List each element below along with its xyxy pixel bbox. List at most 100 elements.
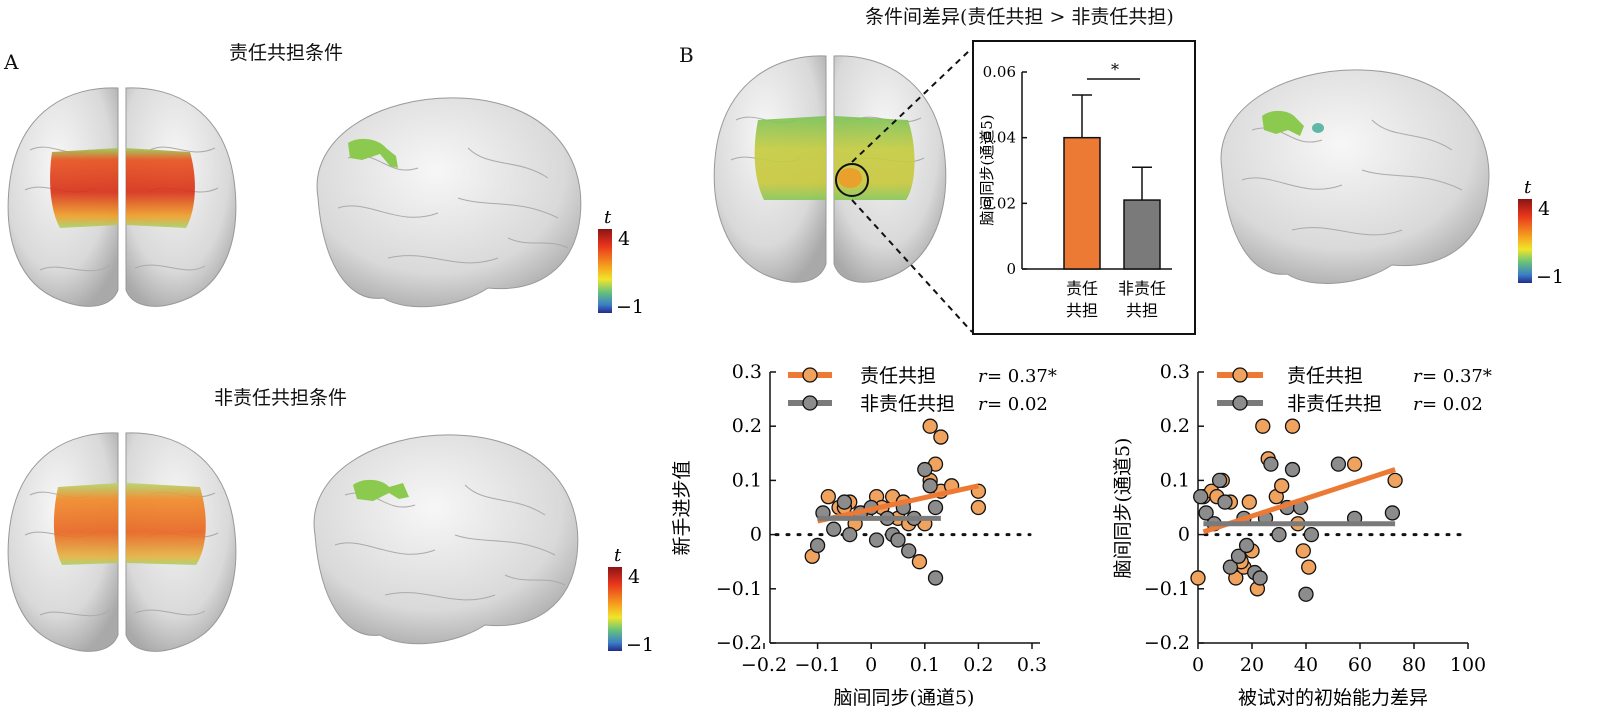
colorbar-bottom-max: 4 [628,566,640,588]
scatter-right-r1: = 0.37* [1422,366,1492,387]
inset-ytick: 0 [1006,260,1016,278]
scatter-point [922,478,938,494]
scatter-xtick: 0.3 [1017,654,1047,676]
scatter-right-legend1: 责任共担 [1287,365,1363,387]
scatter-point [1190,570,1206,586]
brain-lateral-view-bottom [313,434,579,645]
scatter-ytick: 0.2 [1160,415,1190,437]
brain-frontal-view-top [7,87,237,307]
scatter-ytick: −0.1 [1144,578,1190,600]
colorbar-b-symbol: t [1524,177,1532,198]
colorbar-b-min: −1 [1536,266,1564,288]
fit-line [817,483,979,524]
colorbar-panel-b: t 4 −1 [1518,177,1564,288]
scatter-xtick: 0 [1192,654,1204,676]
scatter-right-ylabel: 脑间同步(通道5) [1112,438,1134,579]
scatter-point [1211,472,1228,489]
panel-a-label: A [4,50,19,74]
inset-ytick: 0.02 [983,194,1016,212]
inset-sig: * [1111,60,1119,79]
scatter-point [927,570,944,586]
scatter-xtick: 60 [1348,654,1372,676]
panel-b-label: B [679,43,694,67]
scatter-left-xlabel: 脑间同步(通道5) [834,687,975,709]
inset-bar [1063,136,1101,270]
scatter-left-r1: = 0.37* [987,366,1057,387]
scatter-point [1222,559,1239,575]
scatter-point [1255,418,1271,434]
scatter-point [890,532,906,548]
colorbar-bottom-symbol: t [614,545,622,566]
scatter-ytick: 0 [1178,524,1190,546]
scatter-point [1284,418,1301,434]
scatter-xtick: 0 [865,654,877,676]
scatter-left-legend1: 责任共担 [860,365,936,387]
scatter-point [1346,456,1363,472]
inset-bar [1123,199,1161,270]
scatter-xtick: 40 [1294,654,1318,676]
scatter-ytick: 0.3 [732,361,762,383]
scatter-point [1330,456,1347,472]
scatter-point [1298,586,1314,602]
colorbar-top-max: 4 [618,228,630,250]
colorbar-bottom: t 4 −1 [608,545,654,656]
brain-frontal-view-contrast [713,55,947,283]
scatter-ytick: −0.1 [716,578,762,600]
scatter-point [1263,456,1279,472]
scatter-point [1238,537,1255,554]
scatter-point [917,461,933,478]
scatter-right-r1-sym: r [1413,366,1423,387]
scatter-right-xlabel: 被试对的初始能力差异 [1238,687,1428,709]
scatter-point [1284,461,1301,478]
scatter-point [911,554,928,570]
scatter-point [1274,478,1290,494]
brain-lateral-view-top [316,97,582,308]
scatter-left-r2-sym: r [978,394,988,415]
scatter-point [1295,543,1311,559]
panel-b-title: 条件间差异(责任共担 > 非责任共担) [865,6,1174,28]
scatter-xtick: 100 [1450,654,1486,676]
scatter-point [842,526,858,543]
scatter-xtick: 20 [1240,654,1264,676]
inset-ytick: 0.04 [983,129,1016,147]
scatter-point [820,489,836,505]
inset-cat1-l1: 责任 [1066,279,1098,298]
scatter-point [1217,494,1233,510]
scatter-right-r2-sym: r [1413,394,1423,415]
scatter-right: 0 20 40 60 80 100 0.3 0.2 0.1 0 −0.1 −0.2 脑间同步(通道5)… [1112,361,1492,709]
colorbar-top-min: −1 [616,296,644,318]
colorbar-top: t 4 −1 [598,207,644,318]
brain-frontal-view-bottom [7,432,237,652]
scatter-left-r2: = 0.02 [987,394,1048,415]
scatter-xtick: 0.2 [963,654,993,676]
scatter-point [1301,559,1317,575]
scatter-xtick: 0.1 [910,654,940,676]
inset-bar-chart: 0 0.02 0.04 0.06 脑间同步(通道5) * 责任 共担 非责任 共担 [972,40,1196,335]
scatter-ytick: 0.2 [732,415,762,437]
scatter-point [927,499,944,516]
scatter-point [922,418,938,434]
inset-ytick: 0.06 [983,63,1016,81]
inset-ylabel: 脑间同步(通道5) [978,114,996,225]
scatter-point [1252,570,1268,586]
scatter-point [901,543,917,559]
scatter-left-r1-sym: r [978,366,988,387]
scatter-xtick: 80 [1402,654,1426,676]
scatter-point [933,429,949,445]
scatter-point [1198,505,1214,521]
scatter-point [836,494,853,510]
scatter-left-ylabel: 新手进步值 [671,460,693,555]
scatter-point [1384,505,1401,521]
scatter-xtick: −0.2 [741,654,787,676]
scatter-point [970,499,987,516]
scatter-ytick: 0 [750,524,762,546]
panel-a-title-bottom: 非责任共担条件 [214,387,348,409]
scatter-point [826,521,842,537]
colorbar-top-symbol: t [604,207,612,228]
zoom-lines [851,49,973,333]
scatter-point [809,537,826,554]
scatter-left: −0.2 −0.1 0 0.1 0.2 0.3 0.3 0.2 0.1 0 −0.1 −0.2 新手进… [671,361,1057,709]
scatter-point [1271,526,1287,543]
scatter-point [1230,548,1247,564]
scatter-ytick: −0.2 [716,632,762,654]
